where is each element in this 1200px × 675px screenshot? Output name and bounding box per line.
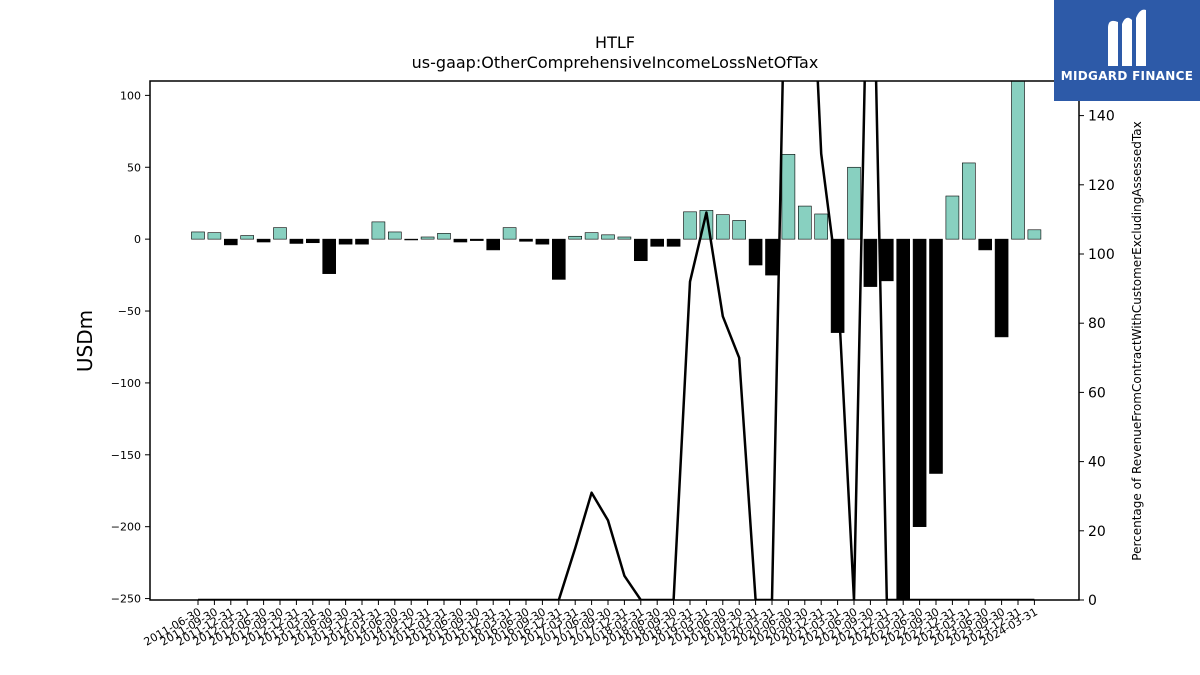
bar-2013-12-31: [355, 238, 369, 245]
y-tick-label: −100: [111, 377, 141, 390]
bar-2012-09-30: [273, 227, 287, 240]
bar-group: [191, 81, 1042, 600]
bar-2020-06-30: [781, 154, 796, 240]
bar-2019-06-30: [715, 214, 730, 240]
chart-title: HTLF: [595, 33, 635, 52]
y-tick-label: 100: [120, 89, 141, 102]
bar-2021-12-31: [879, 238, 894, 282]
bar-2011-09-30: [207, 232, 222, 240]
y-axis: −250 −200 −150 −100 −50 0 50 100: [111, 89, 150, 606]
bar-2017-03-31: [568, 235, 583, 240]
bar-2023-06-30: [978, 238, 993, 251]
y2-axis-label: Percentage of RevenueFromContractWithCus…: [1130, 121, 1144, 560]
bar-2020-03-31: [765, 238, 779, 276]
y-tick-label: −50: [118, 305, 141, 318]
bar-2022-03-31: [896, 238, 911, 600]
bar-2014-12-31: [420, 236, 435, 240]
bar-2023-12-31: [1011, 81, 1025, 240]
bar-2016-06-30: [519, 238, 533, 242]
bar-2020-12-31: [814, 213, 829, 240]
bar-2015-06-30: [453, 238, 468, 243]
bar-2013-06-30: [322, 238, 337, 274]
bar-2013-03-31: [305, 238, 320, 244]
bar-2015-12-31: [486, 238, 501, 251]
y2-tick-label: 60: [1088, 385, 1106, 401]
bar-2012-06-30: [256, 238, 271, 243]
chart-subtitle: us-gaap:OtherComprehensiveIncomeLossNetO…: [412, 53, 819, 72]
y2-tick-label: 140: [1088, 109, 1115, 125]
y-tick-label: 50: [127, 161, 141, 174]
bar-2019-09-30: [732, 220, 747, 240]
bar-2017-12-31: [617, 236, 632, 240]
y-tick-label: −250: [111, 593, 141, 606]
bar-2016-09-30: [535, 238, 550, 245]
bar-2018-09-30: [666, 238, 681, 247]
bar-2015-09-30: [469, 238, 484, 241]
bar-2022-09-30: [929, 238, 943, 474]
y-axis-label: USDm: [73, 310, 97, 372]
bar-2015-03-31: [437, 233, 451, 240]
bar-2023-03-31: [961, 162, 976, 240]
bar-2016-12-31: [551, 238, 566, 280]
y2-tick-label: 80: [1088, 316, 1106, 332]
y2-tick-label: 20: [1088, 524, 1106, 540]
bar-2023-09-30: [994, 238, 1009, 338]
bar-2013-09-30: [338, 238, 353, 245]
bar-2014-09-30: [404, 238, 419, 241]
bar-2014-03-31: [371, 221, 386, 240]
midgard-m-logo-icon: [1108, 9, 1146, 66]
bar-2022-12-31: [945, 195, 960, 240]
bar-2018-06-30: [650, 238, 665, 247]
bar-2011-12-31: [224, 238, 238, 246]
bar-2012-03-31: [240, 235, 254, 240]
bar-2018-12-31: [683, 211, 697, 240]
bar-2011-06-30: [191, 231, 205, 240]
bar-2019-12-31: [748, 238, 763, 266]
bar-2018-03-31: [633, 238, 648, 262]
revenue-percentage-line: [198, 81, 1035, 600]
logo-text: MIDGARD FINANCE: [1060, 69, 1194, 83]
y2-tick-label: 100: [1088, 247, 1115, 263]
midgard-finance-logo: MIDGARD FINANCE: [1054, 0, 1200, 101]
plot-frame: [149, 80, 1080, 601]
bar-2016-03-31: [502, 227, 517, 240]
bar-2014-06-30: [387, 231, 402, 240]
bar-2012-12-31: [289, 238, 304, 244]
line-group: [198, 81, 1035, 600]
y2-tick-label: 40: [1088, 455, 1106, 471]
y-tick-label: −150: [111, 449, 141, 462]
y2-tick-label: 0: [1088, 593, 1097, 609]
bar-2020-09-30: [797, 205, 812, 240]
x-axis: 2011-06-302011-09-302011-12-312012-03-31…: [142, 600, 1040, 649]
bar-2017-06-30: [584, 232, 599, 240]
bar-2021-09-30: [863, 238, 878, 287]
y-tick-label: 0: [134, 233, 141, 246]
bar-2017-09-30: [601, 234, 615, 240]
bar-2021-06-30: [847, 166, 861, 240]
bar-2024-03-31: [1027, 229, 1042, 240]
y2-axis: 0 20 40 60 80 100 120 140: [1079, 109, 1115, 609]
bar-2022-06-30: [912, 238, 927, 527]
y2-tick-label: 120: [1088, 178, 1115, 194]
y-tick-label: −200: [111, 521, 141, 534]
